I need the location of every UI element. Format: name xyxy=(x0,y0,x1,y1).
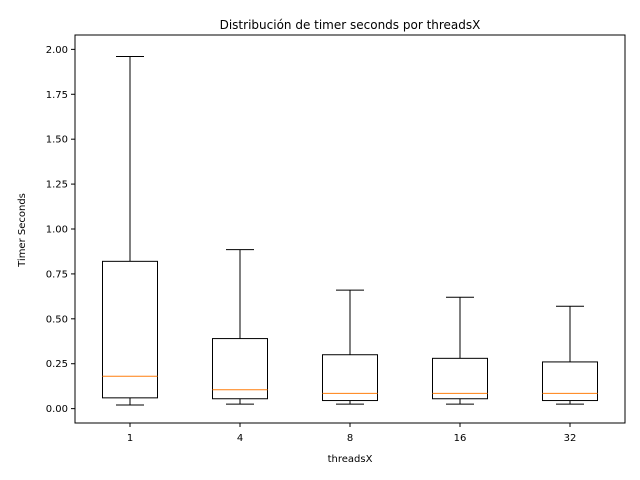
box-iqr xyxy=(102,260,158,399)
y-tick-label: 2.00 xyxy=(46,45,68,56)
box-iqr xyxy=(542,361,598,402)
y-tick-label: 1.25 xyxy=(46,180,68,191)
y-tick-label: 1.50 xyxy=(46,135,68,146)
y-tick-label: 1.00 xyxy=(46,225,68,236)
y-tick-label: 0.50 xyxy=(46,314,68,325)
y-tick-label: 0.25 xyxy=(46,359,68,370)
x-axis-label: threadsX xyxy=(328,454,373,465)
chart-title: Distribución de timer seconds por thread… xyxy=(220,18,481,32)
y-tick-label: 0.00 xyxy=(46,404,68,415)
box-iqr xyxy=(322,354,378,402)
x-tick-label: 1 xyxy=(127,433,133,444)
x-tick-label: 32 xyxy=(564,433,577,444)
y-tick-label: 0.75 xyxy=(46,269,68,280)
y-tick-label: 1.75 xyxy=(46,90,68,101)
box-iqr xyxy=(432,357,488,400)
plot-frame xyxy=(74,34,626,424)
box-iqr xyxy=(212,338,268,400)
y-axis-label: Timer Seconds xyxy=(17,193,28,268)
x-tick-label: 8 xyxy=(347,433,353,444)
x-tick-label: 16 xyxy=(454,433,467,444)
x-tick-label: 4 xyxy=(237,433,243,444)
plot-area: 0.00 0.25 0.50 0.75 1.00 1.25 1.50 1.75 2.00 1 4 8 1… xyxy=(46,45,598,444)
